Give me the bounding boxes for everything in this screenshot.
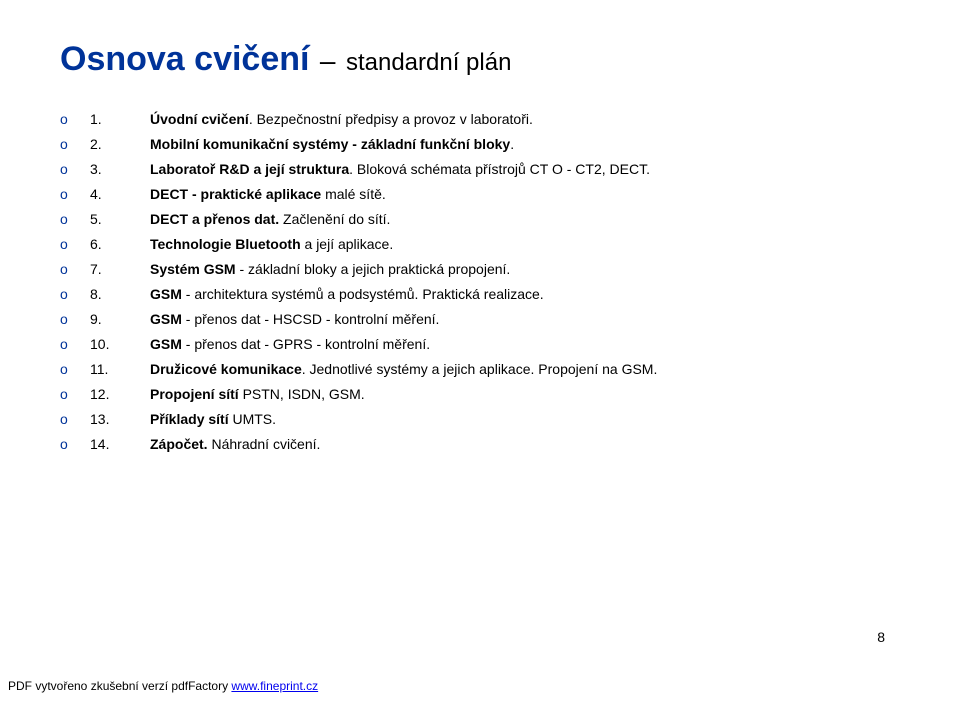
list-description: GSM - přenos dat - GPRS - kontrolní měře… <box>150 334 690 355</box>
list-marker: o <box>60 284 90 305</box>
list-item: o13.Příklady sítí UMTS. <box>60 409 900 430</box>
list-marker: o <box>60 384 90 405</box>
list-description: DECT - praktické aplikace malé sítě. <box>150 184 690 205</box>
list-item: o6.Technologie Bluetooth a její aplikace… <box>60 234 900 255</box>
list-number: 2. <box>90 134 150 155</box>
list-marker: o <box>60 434 90 455</box>
list-description: Příklady sítí UMTS. <box>150 409 690 430</box>
title-dash: – <box>314 45 342 76</box>
outline-list: o1.Úvodní cvičení. Bezpečnostní předpisy… <box>60 109 900 455</box>
list-description: Družicové komunikace. Jednotlivé systémy… <box>150 359 690 380</box>
list-item: o9.GSM - přenos dat - HSCSD - kontrolní … <box>60 309 900 330</box>
list-description: DECT a přenos dat. Začlenění do sítí. <box>150 209 690 230</box>
list-marker: o <box>60 134 90 155</box>
list-marker: o <box>60 409 90 430</box>
list-number: 3. <box>90 159 150 180</box>
list-item: o10.GSM - přenos dat - GPRS - kontrolní … <box>60 334 900 355</box>
list-description: Úvodní cvičení. Bezpečnostní předpisy a … <box>150 109 690 130</box>
list-number: 12. <box>90 384 150 405</box>
list-number: 1. <box>90 109 150 130</box>
list-item: o12.Propojení sítí PSTN, ISDN, GSM. <box>60 384 900 405</box>
list-marker: o <box>60 109 90 130</box>
list-description: Systém GSM - základní bloky a jejich pra… <box>150 259 690 280</box>
list-marker: o <box>60 209 90 230</box>
list-item: o11.Družicové komunikace. Jednotlivé sys… <box>60 359 900 380</box>
list-number: 11. <box>90 359 150 380</box>
list-marker: o <box>60 334 90 355</box>
list-description: Zápočet. Náhradní cvičení. <box>150 434 690 455</box>
title-line: Osnova cvičení – standardní plán <box>60 40 900 79</box>
list-number: 6. <box>90 234 150 255</box>
list-marker: o <box>60 184 90 205</box>
list-number: 7. <box>90 259 150 280</box>
list-number: 8. <box>90 284 150 305</box>
list-number: 14. <box>90 434 150 455</box>
list-marker: o <box>60 359 90 380</box>
list-description: Laboratoř R&D a její struktura. Bloková … <box>150 159 690 180</box>
title-main: Osnova cvičení <box>60 40 309 78</box>
list-marker: o <box>60 159 90 180</box>
list-item: o2.Mobilní komunikační systémy - základn… <box>60 134 900 155</box>
list-description: GSM - architektura systémů a podsystémů.… <box>150 284 690 305</box>
list-item: o5.DECT a přenos dat. Začlenění do sítí. <box>60 209 900 230</box>
footer-link[interactable]: www.fineprint.cz <box>231 679 318 693</box>
list-marker: o <box>60 234 90 255</box>
list-item: o14.Zápočet. Náhradní cvičení. <box>60 434 900 455</box>
title-sub: standardní plán <box>346 49 511 76</box>
footer: PDF vytvořeno zkušební verzí pdfFactory … <box>8 679 318 693</box>
list-item: o7.Systém GSM - základní bloky a jejich … <box>60 259 900 280</box>
footer-text: PDF vytvořeno zkušební verzí pdfFactory <box>8 679 231 693</box>
list-number: 5. <box>90 209 150 230</box>
list-description: Mobilní komunikační systémy - základní f… <box>150 134 690 155</box>
page-number: 8 <box>877 629 885 645</box>
list-item: o1.Úvodní cvičení. Bezpečnostní předpisy… <box>60 109 900 130</box>
list-marker: o <box>60 309 90 330</box>
list-number: 9. <box>90 309 150 330</box>
list-number: 13. <box>90 409 150 430</box>
list-number: 10. <box>90 334 150 355</box>
list-description: Technologie Bluetooth a její aplikace. <box>150 234 690 255</box>
list-item: o4.DECT - praktické aplikace malé sítě. <box>60 184 900 205</box>
list-item: o3.Laboratoř R&D a její struktura. Bloko… <box>60 159 900 180</box>
list-description: GSM - přenos dat - HSCSD - kontrolní měř… <box>150 309 690 330</box>
slide-page: Osnova cvičení – standardní plán o1.Úvod… <box>0 0 960 705</box>
list-description: Propojení sítí PSTN, ISDN, GSM. <box>150 384 690 405</box>
list-item: o8.GSM - architektura systémů a podsysté… <box>60 284 900 305</box>
list-number: 4. <box>90 184 150 205</box>
list-marker: o <box>60 259 90 280</box>
